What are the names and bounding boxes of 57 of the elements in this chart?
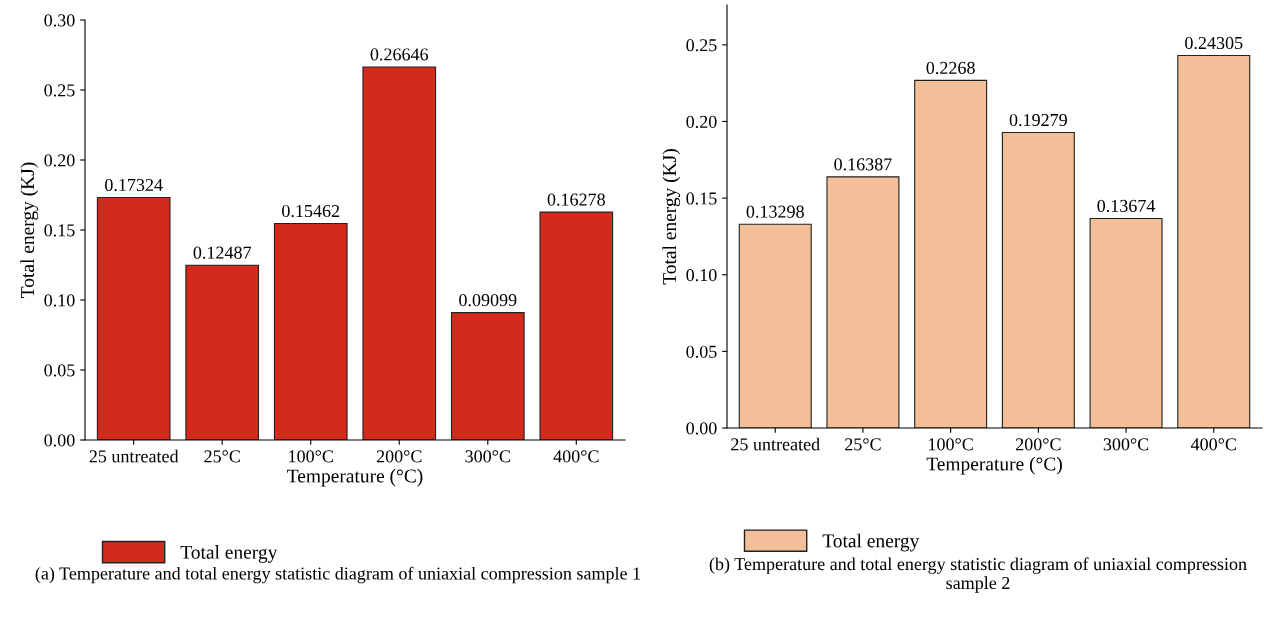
x-tick-label: 100°C <box>929 438 973 451</box>
bar <box>1177 54 1251 428</box>
y-tick-label: 0.05 <box>44 364 75 377</box>
x-tick-label: 25 untreated <box>89 449 179 463</box>
y-tick-label: 0.15 <box>686 192 717 205</box>
text: 0.16387 <box>834 158 892 171</box>
y-tick-label: 0.15 <box>44 224 75 237</box>
bar <box>450 312 525 440</box>
x-axis-title: Temperature (°C) <box>287 468 423 487</box>
x-tick-label: 300°C <box>1103 438 1149 451</box>
y-tick-label: 0.00 <box>686 422 717 435</box>
x-tick-label: 400°C <box>1190 438 1236 451</box>
bar <box>273 222 348 440</box>
text: 0.19279 <box>1009 113 1067 127</box>
text: 0.13298 <box>746 205 804 218</box>
text: 0.24305 <box>1185 36 1243 50</box>
text: 0.09099 <box>459 293 517 307</box>
y-tick-label: 0.30 <box>44 14 75 27</box>
y-tick-label: 0.25 <box>686 39 717 52</box>
y-tick-label: 0.20 <box>44 154 75 167</box>
x-tick-label: 200°C <box>376 450 422 463</box>
x-tick-label: 400°C <box>553 450 599 463</box>
text: 0.26646 <box>370 48 429 61</box>
x-tick-label: 25°C <box>845 438 881 451</box>
x-axis-title: Temperature (°C) <box>926 456 1062 475</box>
text: 0.15462 <box>282 204 340 218</box>
x-tick-label: 300°C <box>465 450 510 463</box>
bar <box>185 264 260 440</box>
y-axis-title: Total energy (KJ) <box>662 149 681 285</box>
y-tick-label: 0.00 <box>44 434 75 447</box>
x-tick-label: 25°C <box>204 450 240 463</box>
x-tick-label: 100°C <box>289 450 333 463</box>
text: 0.12487 <box>193 246 252 259</box>
bar <box>96 196 171 440</box>
bar <box>1001 131 1075 428</box>
text: 0.2268 <box>926 61 975 75</box>
text: 0.13674 <box>1097 199 1156 213</box>
bar <box>738 223 812 428</box>
y-axis-title: Total energy (KJ) <box>20 162 39 298</box>
bar <box>826 176 900 428</box>
y-tick-label: 0.25 <box>44 84 75 97</box>
text: (a) Temperature and total energy statistic diagram of uniaxial compression sample 1 <box>35 566 641 584</box>
bar <box>1089 217 1163 428</box>
y-tick-label: 0.10 <box>44 294 75 307</box>
bar <box>914 79 988 428</box>
bar <box>362 66 437 440</box>
y-tick-label: 0.20 <box>686 115 717 128</box>
bar <box>539 211 614 440</box>
text: 0.17324 <box>105 178 163 192</box>
y-tick-label: 0.05 <box>686 345 717 358</box>
x-tick-label: 25 untreated <box>731 437 820 451</box>
y-tick-label: 0.10 <box>686 269 717 282</box>
legend-label: Total energy <box>822 533 920 552</box>
legend-label: Total energy <box>180 545 278 563</box>
x-tick-label: 200°C <box>1015 438 1061 451</box>
text: 0.16278 <box>547 193 605 206</box>
text: (b) Temperature and total energy statistic diagram of uniaxial compression sample 2 <box>709 557 1247 593</box>
